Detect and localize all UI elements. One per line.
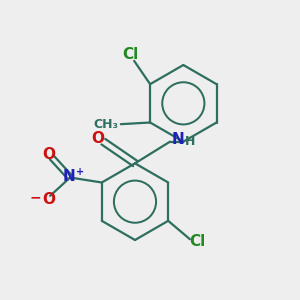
Text: N: N [172, 131, 184, 146]
Text: H: H [185, 135, 195, 148]
Text: O: O [92, 131, 104, 146]
Text: −: − [30, 191, 41, 205]
Text: O: O [42, 192, 55, 207]
Text: Cl: Cl [189, 234, 205, 249]
Text: N: N [63, 169, 76, 184]
Text: O: O [42, 147, 55, 162]
Text: +: + [76, 167, 84, 177]
Text: CH₃: CH₃ [94, 118, 119, 131]
Text: Cl: Cl [122, 47, 138, 62]
